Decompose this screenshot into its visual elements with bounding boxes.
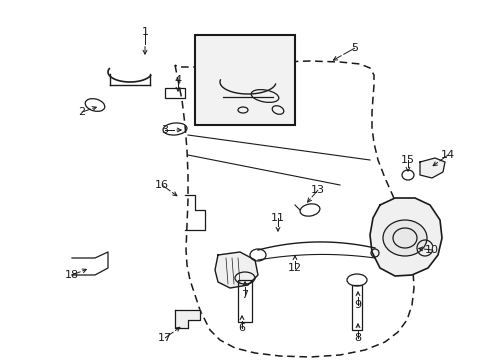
Text: 8: 8: [354, 333, 361, 343]
Polygon shape: [419, 158, 444, 178]
Text: 10: 10: [424, 245, 438, 255]
Text: 18: 18: [65, 270, 79, 280]
Text: 9: 9: [354, 300, 361, 310]
Text: 13: 13: [310, 185, 325, 195]
Text: 4: 4: [174, 75, 181, 85]
Text: 17: 17: [158, 333, 172, 343]
Text: 16: 16: [155, 180, 169, 190]
Text: 3: 3: [161, 125, 168, 135]
Text: 6: 6: [238, 323, 245, 333]
Text: 2: 2: [78, 107, 85, 117]
Text: 12: 12: [287, 263, 302, 273]
Text: 14: 14: [440, 150, 454, 160]
Text: 5: 5: [351, 43, 358, 53]
Text: 7: 7: [241, 290, 248, 300]
Ellipse shape: [382, 220, 426, 256]
Polygon shape: [369, 198, 441, 276]
Polygon shape: [175, 310, 200, 328]
Polygon shape: [215, 252, 258, 288]
Bar: [351, 285, 361, 330]
Text: 15: 15: [400, 155, 414, 165]
Bar: [195, 35, 294, 125]
Text: 11: 11: [270, 213, 285, 223]
Text: 1: 1: [141, 27, 148, 37]
Bar: [164, 88, 184, 98]
Bar: [238, 280, 251, 322]
